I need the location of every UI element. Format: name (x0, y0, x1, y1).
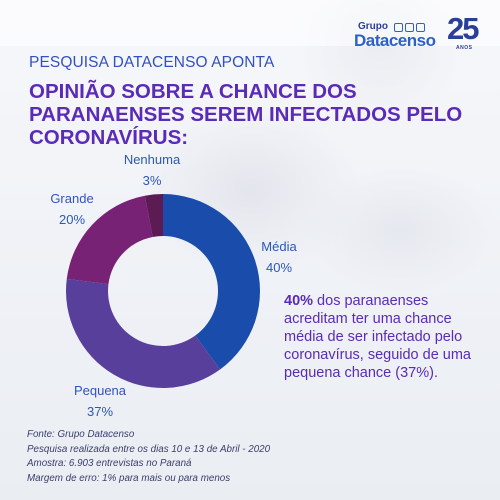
label-nenhuma-value: 3% (142, 173, 162, 188)
label-grande-category: Grande (50, 191, 94, 206)
page-title: OPINIÃO SOBRE A CHANCE DOS PARANAENSES S… (29, 80, 463, 149)
footer-notes: Fonte: Grupo Datacenso Pesquisa realizad… (27, 428, 270, 486)
slice-pequena (66, 278, 221, 388)
slice-media (163, 194, 260, 370)
highlight-value: 40% (284, 293, 314, 309)
label-grande: Grande 20% (27, 188, 117, 230)
grupo-datacenso-logo: Grupo Datacenso 25 ANOS (352, 11, 487, 54)
kicker-text: PESQUISA DATACENSO APONTA (29, 54, 275, 71)
label-nenhuma: Nenhuma 3% (107, 149, 197, 191)
footer-source: Fonte: Grupo Datacenso (27, 429, 135, 440)
logo-grupo-text: Grupo (358, 21, 388, 32)
label-pequena-category: Pequena (73, 383, 127, 398)
footer-margin: Margem de erro: 1% para mais ou para men… (27, 472, 231, 484)
label-pequena: Pequena 37% (55, 380, 145, 422)
slice-grande (66, 195, 153, 285)
highlight-text: 40% dos paranaenses acreditam ter uma ch… (284, 292, 494, 382)
footer-period: Pesquisa realizada entre os dias 10 e 13… (27, 443, 271, 455)
logo-icons (394, 19, 438, 32)
logo-brand-text: Datacenso (354, 31, 436, 50)
footer-sample: Amostra: 6.903 entrevistas no Paraná (27, 458, 192, 469)
label-pequena-value: 37% (86, 404, 114, 419)
label-media-category: Média (261, 239, 297, 254)
label-media-value: 40% (265, 260, 293, 275)
logo-anniversary-number: 25 (447, 11, 480, 46)
slice-nenhuma (144, 194, 163, 237)
logo-anniversary-label: ANOS (456, 45, 473, 51)
label-media: Média 40% (234, 236, 324, 278)
label-grande-value: 20% (58, 212, 86, 227)
highlight-sentence: dos paranaenses acreditam ter uma chance… (284, 293, 471, 381)
label-nenhuma-category: Nenhuma (123, 152, 181, 167)
